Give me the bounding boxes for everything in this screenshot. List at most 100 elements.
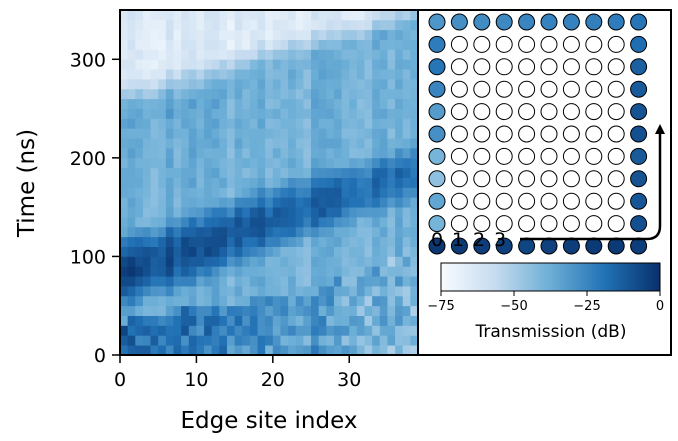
lattice-site — [428, 237, 446, 255]
lattice-site — [495, 35, 513, 53]
heatmap-cell — [341, 187, 350, 198]
heatmap-cell — [326, 345, 335, 356]
heatmap-cell — [265, 29, 274, 40]
heatmap-cell — [188, 217, 197, 228]
heatmap-cell — [219, 197, 228, 208]
heatmap-cell — [257, 197, 266, 208]
heatmap-cell — [402, 29, 411, 40]
heatmap-cell — [249, 236, 258, 247]
heatmap-cell — [333, 79, 342, 90]
heatmap-cell — [402, 286, 411, 297]
heatmap-cell — [341, 325, 350, 336]
heatmap-cell — [120, 98, 129, 109]
heatmap-cell — [318, 226, 327, 238]
heatmap-cell — [120, 345, 129, 356]
heatmap-cell — [242, 59, 251, 70]
heatmap-cell — [234, 325, 243, 336]
heatmap-cell — [387, 286, 396, 297]
heatmap-cell — [333, 10, 342, 21]
heatmap-cell — [364, 59, 373, 70]
heatmap-cell — [196, 39, 205, 50]
heatmap-cell — [395, 207, 404, 218]
heatmap-cell — [158, 295, 167, 307]
heatmap-cell — [311, 148, 320, 159]
heatmap-cell — [311, 59, 320, 70]
heatmap-cell — [372, 217, 381, 228]
site-index-label: 3 — [494, 229, 506, 251]
heatmap-cell — [280, 148, 289, 159]
heatmap-cell — [395, 305, 404, 316]
heatmap-cell — [142, 79, 151, 90]
heatmap-cell — [204, 118, 213, 129]
heatmap-cell — [226, 148, 236, 159]
heatmap-cell — [402, 295, 411, 307]
heatmap-cell — [211, 29, 220, 40]
heatmap-cell — [387, 197, 396, 208]
lattice-site — [428, 170, 446, 188]
lattice-site — [473, 147, 491, 165]
heatmap-cell — [364, 246, 373, 257]
heatmap-cell — [257, 39, 266, 50]
heatmap-cell — [150, 217, 159, 228]
heatmap-cell — [150, 108, 159, 119]
heatmap-cell — [181, 256, 190, 267]
heatmap-cell — [265, 118, 274, 129]
heatmap-cell — [257, 88, 266, 100]
heatmap-cell — [326, 118, 335, 129]
lattice-site — [630, 58, 648, 76]
heatmap-cell — [127, 19, 136, 31]
heatmap-cell — [295, 98, 304, 109]
heatmap-cell — [181, 148, 190, 159]
heatmap-cell — [311, 246, 320, 257]
lattice-site — [585, 237, 603, 255]
heatmap-cell — [341, 59, 350, 70]
heatmap-cell — [165, 39, 174, 50]
heatmap-cell — [387, 118, 396, 129]
heatmap-cell — [165, 177, 174, 188]
heatmap-cell — [226, 177, 236, 188]
lattice-site — [562, 13, 580, 31]
heatmap-cell — [395, 197, 404, 208]
heatmap-cell — [127, 266, 136, 277]
heatmap-cell — [272, 276, 281, 287]
heatmap-cell — [150, 276, 159, 287]
heatmap-cell — [226, 10, 236, 21]
lattice-site — [562, 125, 580, 143]
heatmap-cell — [288, 59, 297, 70]
heatmap-cell — [288, 256, 297, 267]
lattice-site — [540, 237, 558, 255]
heatmap-cell — [326, 128, 335, 139]
heatmap-cell — [226, 19, 236, 31]
heatmap-cell — [242, 315, 251, 326]
lattice-site — [607, 58, 625, 76]
heatmap-cell — [265, 335, 274, 346]
heatmap-cell — [356, 79, 365, 90]
heatmap-cell — [127, 217, 136, 228]
heatmap-cell — [242, 148, 251, 159]
heatmap-cell — [249, 187, 258, 198]
site-index-label: 1 — [452, 229, 464, 251]
heatmap-cell — [135, 246, 144, 257]
heatmap-cell — [265, 305, 274, 316]
heatmap-cell — [318, 29, 327, 40]
heatmap-cell — [127, 157, 136, 169]
heatmap-cell — [356, 148, 365, 159]
heatmap-cell — [188, 118, 197, 129]
heatmap-cell — [372, 79, 381, 90]
heatmap-cell — [341, 246, 350, 257]
heatmap-cell — [288, 226, 297, 238]
heatmap-cell — [379, 246, 388, 257]
heatmap-cell — [280, 128, 289, 139]
heatmap-cell — [272, 19, 281, 31]
heatmap-cell — [242, 325, 251, 336]
heatmap-cell — [372, 305, 381, 316]
heatmap-cell — [135, 79, 144, 90]
heatmap-cell — [127, 276, 136, 287]
heatmap-cell — [257, 315, 266, 326]
heatmap-cell — [295, 148, 304, 159]
heatmap-cell — [280, 118, 289, 129]
heatmap-cell — [356, 59, 365, 70]
heatmap-cell — [311, 167, 320, 178]
heatmap-cell — [379, 177, 388, 188]
heatmap-cell — [181, 138, 190, 149]
